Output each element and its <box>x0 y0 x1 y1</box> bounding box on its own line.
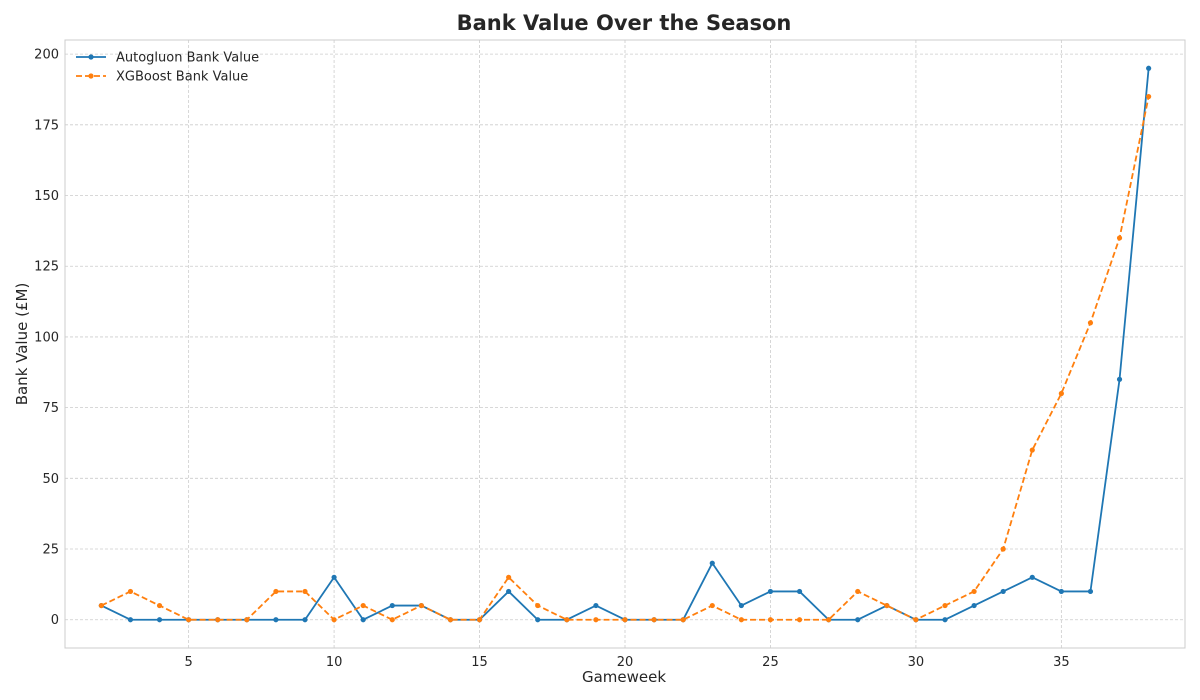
data-point <box>767 617 774 623</box>
data-point <box>1000 588 1006 595</box>
data-point <box>302 588 308 595</box>
x-tick-label: 5 <box>184 655 192 670</box>
data-point <box>1146 93 1152 100</box>
legend-label: Autogluon Bank Value <box>116 51 259 66</box>
data-point <box>506 574 512 580</box>
data-point <box>564 617 570 623</box>
data-point <box>1058 588 1064 595</box>
data-point <box>1029 447 1035 453</box>
data-point <box>156 602 163 609</box>
data-point <box>1087 320 1094 326</box>
y-axis-ticks: 0 25 50 75 100 125 150 175 200 <box>34 48 59 629</box>
data-point <box>651 617 657 623</box>
data-point <box>680 617 686 623</box>
data-point <box>273 588 279 595</box>
x-tick-label: 10 <box>326 655 343 670</box>
data-point <box>942 617 948 623</box>
data-point <box>1116 376 1123 382</box>
data-point <box>331 574 337 580</box>
data-point <box>244 617 250 623</box>
data-point <box>593 617 599 623</box>
x-axis-label: Gameweek <box>582 668 666 686</box>
data-point <box>593 602 599 609</box>
data-point <box>884 602 890 609</box>
data-point <box>1058 390 1064 397</box>
y-tick-label: 150 <box>34 189 59 204</box>
x-tick-label: 25 <box>762 655 779 670</box>
y-axis-label: Bank Value (£M) <box>13 283 31 406</box>
y-tick-label: 175 <box>34 118 59 133</box>
x-tick-label: 30 <box>908 655 925 670</box>
data-point <box>389 602 395 609</box>
y-tick-label: 100 <box>34 330 59 345</box>
data-point <box>971 588 977 595</box>
y-tick-label: 50 <box>42 472 59 487</box>
legend-marker <box>88 73 94 79</box>
legend-marker <box>88 54 94 60</box>
data-point <box>418 602 424 609</box>
data-point <box>709 560 715 566</box>
chart-title: Bank Value Over the Season <box>457 11 792 35</box>
data-point <box>826 617 832 623</box>
legend-label: XGBoost Bank Value <box>116 70 248 85</box>
y-tick-label: 75 <box>42 401 59 416</box>
series-group <box>98 65 1152 623</box>
data-point <box>622 617 628 623</box>
data-point <box>709 602 715 609</box>
y-tick-label: 200 <box>34 48 59 63</box>
data-point <box>738 602 744 609</box>
y-tick-label: 125 <box>34 260 59 275</box>
data-point <box>331 617 337 623</box>
data-point <box>535 602 541 609</box>
data-point <box>855 617 861 623</box>
data-point <box>273 617 279 623</box>
data-point <box>156 617 163 623</box>
data-point <box>506 588 512 595</box>
data-point <box>796 617 803 623</box>
plot-area-frame <box>64 39 1186 649</box>
data-point <box>1146 65 1152 71</box>
data-point <box>476 617 483 623</box>
data-point <box>389 617 395 623</box>
data-point <box>971 602 977 609</box>
data-point <box>767 588 774 595</box>
legend: Autogluon Bank Value XGBoost Bank Value <box>76 51 259 85</box>
data-point <box>302 617 308 623</box>
data-point <box>186 617 192 623</box>
data-point <box>738 617 744 623</box>
data-point <box>127 588 134 595</box>
data-point <box>447 617 454 623</box>
data-point <box>913 617 919 623</box>
data-point <box>796 588 803 595</box>
x-tick-label: 15 <box>471 655 488 670</box>
y-tick-label: 25 <box>42 543 59 558</box>
x-tick-label: 35 <box>1053 655 1070 670</box>
data-point <box>855 588 861 595</box>
data-point <box>1116 235 1123 241</box>
x-tick-label: 20 <box>617 655 634 670</box>
data-point <box>98 602 104 609</box>
data-point <box>215 617 221 623</box>
data-point <box>360 617 366 623</box>
data-point <box>1029 574 1035 580</box>
data-point <box>535 617 541 623</box>
data-point <box>360 602 366 609</box>
data-point <box>1000 546 1006 552</box>
x-axis-ticks: 5 10 15 20 25 30 35 <box>184 655 1069 670</box>
grid <box>65 40 1185 648</box>
y-tick-label: 0 <box>51 613 59 628</box>
data-point <box>127 617 134 623</box>
data-point <box>1087 588 1094 595</box>
data-point <box>942 602 948 609</box>
